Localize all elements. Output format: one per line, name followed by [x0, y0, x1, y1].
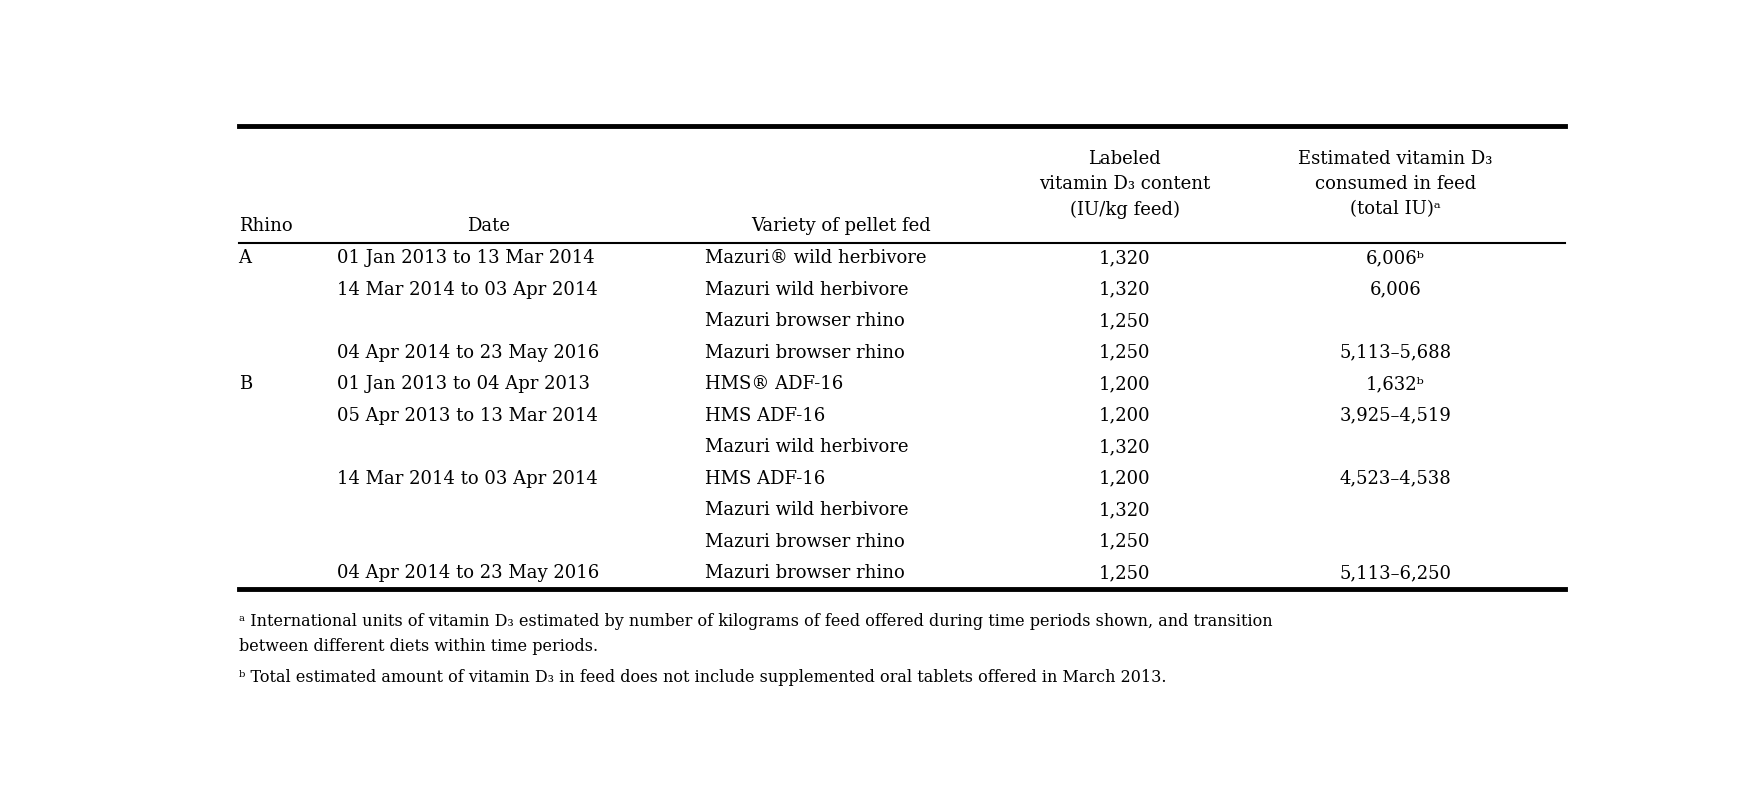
- Text: HMS ADF-16: HMS ADF-16: [705, 407, 826, 425]
- Text: 6,006ᵇ: 6,006ᵇ: [1365, 249, 1425, 267]
- Text: 1,200: 1,200: [1098, 375, 1151, 393]
- Text: Mazuri® wild herbivore: Mazuri® wild herbivore: [705, 249, 927, 267]
- Text: 14 Mar 2014 to 03 Apr 2014: 14 Mar 2014 to 03 Apr 2014: [337, 281, 599, 298]
- Text: Variety of pellet fed: Variety of pellet fed: [751, 217, 931, 236]
- Text: 01 Jan 2013 to 13 Mar 2014: 01 Jan 2013 to 13 Mar 2014: [337, 249, 595, 267]
- Text: 04 Apr 2014 to 23 May 2016: 04 Apr 2014 to 23 May 2016: [337, 344, 599, 362]
- Text: 6,006: 6,006: [1369, 281, 1421, 298]
- Text: Mazuri browser rhino: Mazuri browser rhino: [705, 564, 904, 582]
- Text: Mazuri browser rhino: Mazuri browser rhino: [705, 312, 904, 330]
- Text: Mazuri browser rhino: Mazuri browser rhino: [705, 344, 904, 362]
- Text: 5,113–6,250: 5,113–6,250: [1339, 564, 1451, 582]
- Text: Mazuri wild herbivore: Mazuri wild herbivore: [705, 501, 910, 519]
- Text: 14 Mar 2014 to 03 Apr 2014: 14 Mar 2014 to 03 Apr 2014: [337, 470, 599, 488]
- Text: Mazuri wild herbivore: Mazuri wild herbivore: [705, 439, 910, 456]
- Text: 1,320: 1,320: [1098, 501, 1151, 519]
- Text: Mazuri wild herbivore: Mazuri wild herbivore: [705, 281, 910, 298]
- Text: 1,250: 1,250: [1100, 564, 1151, 582]
- Text: 1,200: 1,200: [1098, 470, 1151, 488]
- Text: Mazuri browser rhino: Mazuri browser rhino: [705, 533, 904, 551]
- Text: 1,320: 1,320: [1098, 439, 1151, 456]
- Text: ᵇ Total estimated amount of vitamin D₃ in feed does not include supplemented ora: ᵇ Total estimated amount of vitamin D₃ i…: [239, 669, 1166, 685]
- Text: Labeled
vitamin D₃ content
(IU/kg feed): Labeled vitamin D₃ content (IU/kg feed): [1039, 150, 1210, 219]
- Text: A: A: [239, 249, 251, 267]
- Text: 1,250: 1,250: [1100, 533, 1151, 551]
- Text: Date: Date: [468, 217, 510, 236]
- Text: 1,250: 1,250: [1100, 344, 1151, 362]
- Text: ᵃ International units of vitamin D₃ estimated by number of kilograms of feed off: ᵃ International units of vitamin D₃ esti…: [239, 614, 1273, 655]
- Text: 01 Jan 2013 to 04 Apr 2013: 01 Jan 2013 to 04 Apr 2013: [337, 375, 590, 393]
- Text: 4,523–4,538: 4,523–4,538: [1339, 470, 1451, 488]
- Text: 1,250: 1,250: [1100, 312, 1151, 330]
- Text: 1,632ᵇ: 1,632ᵇ: [1365, 375, 1425, 393]
- Text: Rhino: Rhino: [239, 217, 292, 236]
- Text: 5,113–5,688: 5,113–5,688: [1339, 344, 1451, 362]
- Text: 1,320: 1,320: [1098, 281, 1151, 298]
- Text: 1,200: 1,200: [1098, 407, 1151, 425]
- Text: Estimated vitamin D₃
consumed in feed
(total IU)ᵃ: Estimated vitamin D₃ consumed in feed (t…: [1299, 150, 1493, 218]
- Text: B: B: [239, 375, 251, 393]
- Text: HMS® ADF-16: HMS® ADF-16: [705, 375, 843, 393]
- Text: 1,320: 1,320: [1098, 249, 1151, 267]
- Text: 3,925–4,519: 3,925–4,519: [1339, 407, 1451, 425]
- Text: 05 Apr 2013 to 13 Mar 2014: 05 Apr 2013 to 13 Mar 2014: [337, 407, 599, 425]
- Text: HMS ADF-16: HMS ADF-16: [705, 470, 826, 488]
- Text: 04 Apr 2014 to 23 May 2016: 04 Apr 2014 to 23 May 2016: [337, 564, 599, 582]
